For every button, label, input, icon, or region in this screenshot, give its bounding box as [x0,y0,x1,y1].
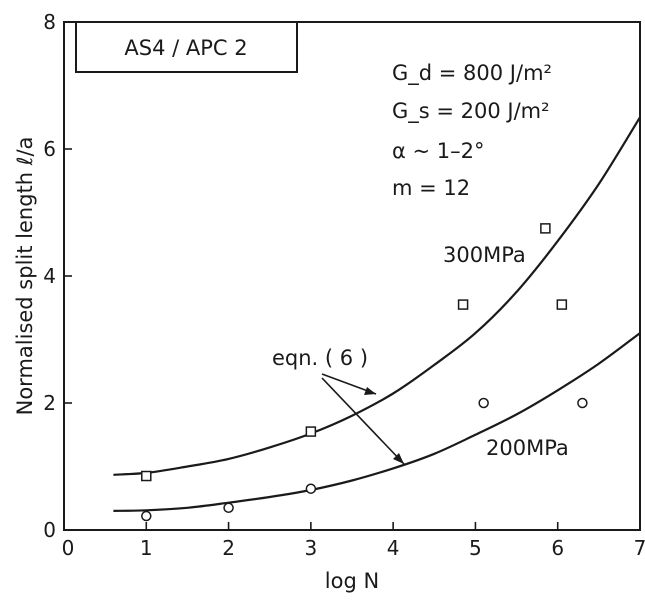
x-tick-label: 5 [469,536,482,560]
param-gs: G_s = 200 J/m² [392,99,550,124]
y-axis-label: Normalised split length ℓ/a [13,137,37,416]
y-tick-label: 4 [43,264,56,288]
material-label: AS4 / APC 2 [124,36,247,60]
material-label-box [75,21,298,73]
x-tick-label: 2 [222,536,235,560]
axis-ticks: 0 1 2 3 4 5 6 7 0 2 4 6 8 [43,10,645,560]
x-tick-label: 0 [62,536,75,560]
data-point-square [556,299,568,310]
data-point-circle [223,502,234,514]
curve-300mpa [113,116,641,476]
curve-200mpa [113,332,641,512]
x-tick-label: 6 [551,536,564,560]
data-point-square [540,223,551,234]
data-markers [141,223,588,522]
x-tick-label: 7 [634,536,645,560]
eqn-arrow-lower [321,377,405,465]
x-tick-label: 1 [140,536,153,560]
data-point-circle [305,483,317,494]
fit-curves [113,116,641,512]
param-gd: G_d = 800 J/m² [392,61,552,86]
y-tick-label: 8 [43,10,56,34]
x-tick-label: 3 [304,536,317,560]
y-tick-label: 0 [43,518,56,542]
data-point-circle [478,397,489,409]
data-point-circle [577,397,588,409]
x-axis-label: log N [325,569,379,593]
eqn-arrowhead-upper [364,387,376,395]
param-alpha: α ~ 1–2° [392,139,485,163]
y-tick-label: 2 [43,391,56,415]
equation-label: eqn. ( 6 ) [272,346,368,370]
data-point-square [305,426,317,437]
param-m: m = 12 [392,176,470,200]
series-label-300mpa: 300MPa [443,243,526,267]
y-tick-label: 6 [43,137,56,161]
x-tick-label: 4 [387,536,400,560]
eqn-arrowhead-lower [393,453,404,464]
data-point-circle [141,510,152,522]
data-point-square [457,299,469,310]
series-label-200mpa: 200MPa [486,436,569,460]
data-point-square [141,470,152,482]
